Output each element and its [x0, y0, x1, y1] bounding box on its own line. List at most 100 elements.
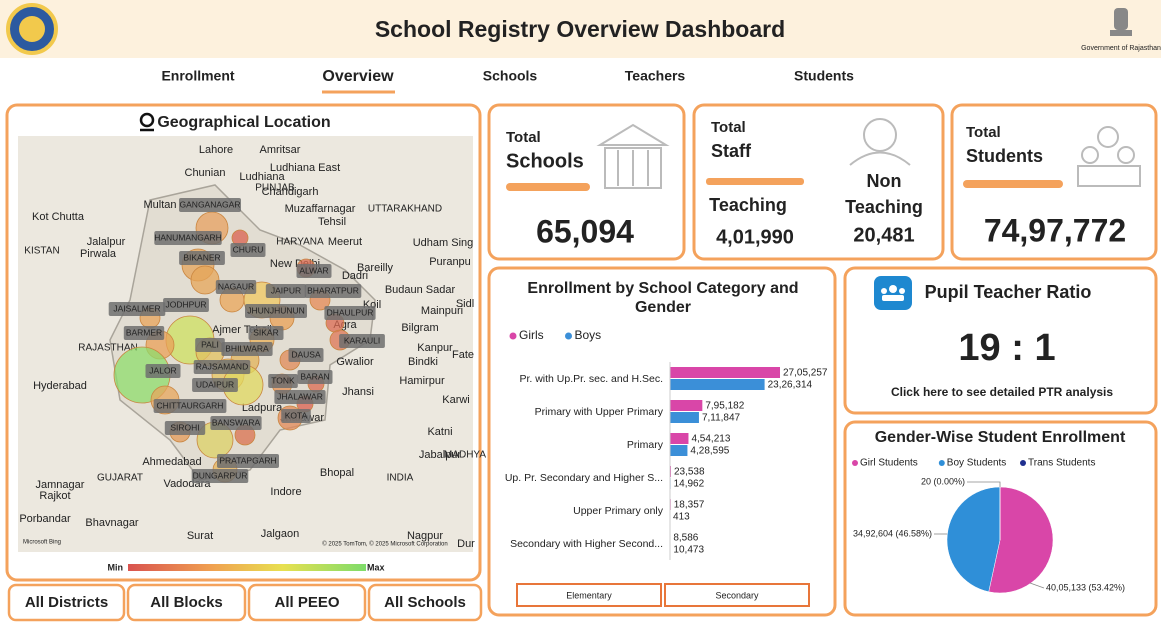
data-label: 23,538: [674, 467, 705, 478]
district-label[interactable]: BANSWARA: [212, 417, 261, 427]
district-label[interactable]: JAISALMER: [113, 303, 160, 313]
place-name: Jhansi: [342, 386, 374, 398]
nav-item[interactable]: Teachers: [625, 68, 686, 84]
place-name: Budaun Sadar: [385, 284, 456, 296]
emblem: [1110, 8, 1132, 36]
district-label-bg: [339, 334, 385, 348]
district-label[interactable]: JALOR: [149, 365, 176, 375]
legend-label[interactable]: Boy Students: [947, 458, 1006, 469]
district-label[interactable]: JHALAWAR: [277, 391, 323, 401]
district-label[interactable]: KARAULI: [344, 335, 380, 345]
bar[interactable]: [670, 379, 765, 390]
pin-icon: [139, 112, 155, 132]
district-label-bg: [164, 421, 206, 435]
district-label[interactable]: JODHPUR: [165, 299, 206, 309]
filter-button[interactable]: [247, 583, 367, 622]
filter-button-label[interactable]: All Schools: [384, 594, 466, 611]
filter-button-label[interactable]: Secondary: [715, 590, 759, 600]
data-label: 7,11,847: [702, 413, 741, 424]
district-label[interactable]: SIROHI: [170, 422, 199, 432]
district-label[interactable]: ALWAR: [299, 265, 328, 275]
district-label-bg: [248, 326, 284, 340]
district-label[interactable]: DHAULPUR: [327, 307, 374, 317]
nav-item[interactable]: Overview: [322, 68, 394, 85]
district-label[interactable]: CHITTAURGARH: [157, 400, 224, 410]
place-name: GUJARAT: [97, 473, 143, 484]
leader-line: [967, 481, 1001, 487]
district-label-bg: [304, 284, 362, 298]
district-label[interactable]: JHUNJHUNUN: [247, 305, 305, 315]
legend-label[interactable]: Girl Students: [860, 458, 918, 469]
bar[interactable]: [670, 400, 703, 411]
district-label-bg: [215, 280, 257, 294]
district-label[interactable]: BHARATPUR: [307, 285, 359, 295]
filter-button-label[interactable]: All Blocks: [150, 594, 223, 611]
district-label[interactable]: HANUMANGARH: [154, 232, 222, 242]
district-label[interactable]: BARMER: [126, 327, 162, 337]
district-label[interactable]: UDAIPUR: [196, 379, 234, 389]
filter-button[interactable]: [367, 583, 483, 622]
ptr-link[interactable]: Click here to see detailed PTR analysis: [891, 385, 1113, 399]
district-label[interactable]: DAUSA: [291, 349, 321, 359]
data-label: 27,05,257: [783, 368, 828, 379]
filter-button[interactable]: [664, 583, 810, 607]
bar[interactable]: [670, 367, 780, 378]
district-label[interactable]: BIKANER: [183, 252, 220, 262]
filter-button[interactable]: [126, 583, 247, 622]
legend-label[interactable]: Boys: [575, 328, 602, 342]
place-name: HARYANA: [276, 237, 324, 248]
district-label[interactable]: RAJSAMAND: [196, 361, 248, 371]
card-accent: [706, 178, 804, 185]
filter-button-label[interactable]: All PEEO: [274, 594, 339, 611]
legend-min: Min: [108, 562, 124, 572]
district-label-bg: [230, 243, 266, 257]
place-name: Jabalpur: [419, 449, 462, 461]
card-accent: [963, 180, 1063, 188]
legend-max: Max: [367, 562, 385, 572]
bar[interactable]: [670, 445, 688, 456]
pie-slice[interactable]: [946, 486, 1001, 593]
district-label-bg: [265, 284, 307, 298]
nav-item[interactable]: Students: [794, 68, 854, 84]
place-name: Dur: [457, 538, 475, 550]
filter-button[interactable]: [7, 583, 126, 622]
place-name: Microsoft Bing: [23, 540, 61, 546]
data-label: 7,95,182: [705, 401, 744, 412]
legend-label[interactable]: Trans Students: [1028, 458, 1095, 469]
pie-slice[interactable]: [988, 486, 1054, 594]
district-label[interactable]: BARAN: [300, 371, 329, 381]
district-label-bg: [123, 326, 165, 340]
legend-label[interactable]: Girls: [519, 328, 544, 342]
place-name: Jalgaon: [261, 528, 300, 540]
nav-item[interactable]: Schools: [483, 68, 538, 84]
non-teaching-label: Non: [867, 171, 902, 191]
district-label[interactable]: SIKAR: [253, 327, 279, 337]
nav-item[interactable]: Enrollment: [161, 68, 234, 84]
district-label[interactable]: TONK: [271, 375, 295, 385]
filter-button-label[interactable]: All Districts: [25, 594, 108, 611]
place-name: Muzaffarnagar: [285, 203, 356, 215]
leader-line: [1029, 582, 1045, 589]
district-label[interactable]: NAGAUR: [218, 281, 254, 291]
district-bubble[interactable]: [190, 265, 220, 295]
bar[interactable]: [670, 412, 699, 423]
filter-button-label[interactable]: Elementary: [566, 590, 612, 600]
district-label[interactable]: PALI: [201, 339, 219, 349]
district-label[interactable]: BHILWARA: [225, 343, 269, 353]
district-label[interactable]: CHURU: [233, 244, 264, 254]
card-label: Schools: [506, 150, 584, 172]
district-label[interactable]: PRATAPGARH: [219, 455, 276, 465]
district-label[interactable]: GANGANAGAR: [180, 199, 241, 209]
district-label[interactable]: DUNGARPUR: [193, 470, 248, 480]
place-name: Hamirpur: [399, 375, 445, 387]
district-label[interactable]: JAIPUR: [271, 285, 301, 295]
teaching-value: 4,01,990: [716, 226, 794, 248]
filter-button[interactable]: [516, 583, 662, 607]
place-name: Karwi: [442, 394, 470, 406]
place-name: Rajkot: [39, 490, 70, 502]
bar[interactable]: [670, 433, 689, 444]
district-label[interactable]: KOTA: [285, 410, 308, 420]
district-label-bg: [191, 469, 249, 483]
district-label-bg: [210, 416, 262, 430]
